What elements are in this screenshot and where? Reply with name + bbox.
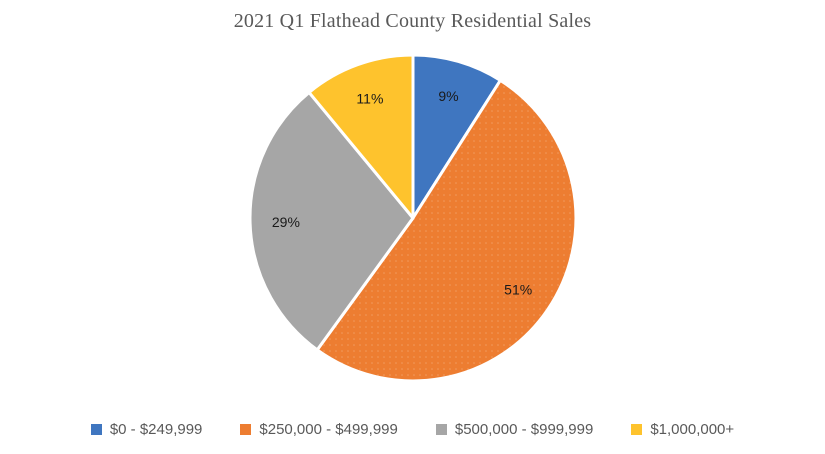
legend-label: $250,000 - $499,999 xyxy=(259,421,398,438)
slice-label-2: 29% xyxy=(272,214,300,230)
legend-item: $500,000 - $999,999 xyxy=(435,421,594,438)
pie-slice-1 xyxy=(315,78,578,383)
legend-swatch xyxy=(240,424,252,435)
legend-label: $1,000,000+ xyxy=(650,421,735,438)
pie-slice-0 xyxy=(411,53,502,220)
legend-swatch xyxy=(631,424,643,435)
pie-slice-3 xyxy=(307,53,415,220)
slice-label-3: 11% xyxy=(356,90,383,106)
legend-label: $500,000 - $999,999 xyxy=(454,421,594,438)
slice-label-0: 9% xyxy=(438,88,458,104)
slice-label-1: 51% xyxy=(504,281,532,297)
legend-item: $1,000,000+ xyxy=(631,421,734,438)
legend-swatch xyxy=(435,424,447,435)
legend: $0 - $249,999 $250,000 - $499,999 $500,000… xyxy=(0,421,825,438)
pie-slice-2 xyxy=(248,90,415,352)
legend-label: $0 - $249,999 xyxy=(109,421,203,438)
legend-item: $250,000 - $499,999 xyxy=(240,421,398,438)
chart-title: 2021 Q1 Flathead County Residential Sale… xyxy=(233,10,592,32)
legend-item: $0 - $249,999 xyxy=(90,421,203,438)
legend-swatch xyxy=(90,424,102,435)
pie-chart: 9% 51% 29% 11% xyxy=(248,53,578,383)
